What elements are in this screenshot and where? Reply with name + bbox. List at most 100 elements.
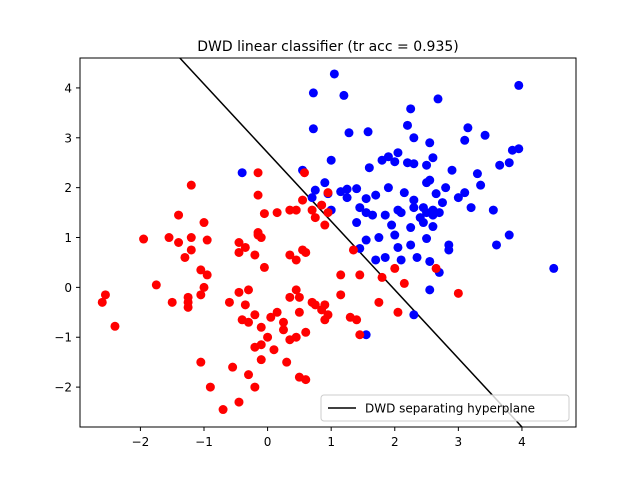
x-tick-label: −2 [132,435,150,449]
red-point [263,332,273,342]
blue-point [308,88,318,98]
red-point [167,297,177,307]
blue-point [329,69,339,79]
red-point [234,238,244,247]
blue-point [342,193,352,203]
red-point [259,209,269,219]
blue-point [393,242,403,252]
red-point [151,280,161,290]
blue-point [428,153,438,163]
red-point [348,245,358,255]
blue-point [361,235,371,245]
red-point [291,255,301,265]
red-point [234,247,244,257]
red-point [285,292,295,302]
red-point [307,205,317,215]
red-point [253,168,263,178]
blue-point [393,148,403,158]
blue-point [409,203,419,213]
x-tick-label: 1 [327,435,335,449]
blue-point [472,169,482,179]
blue-point [383,183,393,193]
blue-point [406,240,416,250]
blue-point [433,94,443,104]
blue-point [380,210,390,220]
red-point [269,345,279,355]
blue-point [492,240,502,250]
blue-point [476,180,486,190]
blue-point [504,230,514,240]
red-point [139,234,149,244]
red-point [256,322,266,332]
red-point [228,362,238,372]
red-point [240,300,250,310]
red-point [291,285,301,295]
blue-point [434,208,444,218]
red-point [234,397,244,407]
red-point [202,270,212,280]
red-point [336,270,346,280]
red-point [278,317,288,327]
x-tick-label: −1 [195,435,213,449]
blue-point [409,310,419,320]
red-point [224,297,234,307]
red-point [317,200,327,210]
red-point [180,252,190,262]
red-point [196,290,206,300]
red-point [323,188,333,198]
blue-point [387,220,397,230]
y-tick-label: 4 [64,81,72,95]
y-tick-label: 2 [64,181,72,195]
blue-point [308,124,318,134]
hyperplane-line [179,58,523,427]
blue-point [368,210,378,220]
red-point [320,300,330,310]
red-point [234,287,244,297]
red-point [164,233,174,243]
blue-point [412,252,422,262]
blue-point [383,152,393,162]
blue-point [441,183,451,193]
red-point [393,307,403,317]
red-point [218,405,228,415]
blue-point [374,233,384,243]
blue-point [549,263,559,273]
blue-point [352,218,362,228]
blue-point [406,104,416,114]
red-point [174,210,184,220]
red-point [199,282,209,292]
blue-point [422,234,432,244]
blue-point [463,123,473,133]
blue-point [237,168,247,178]
legend-box [320,394,570,422]
red-point [250,310,260,320]
blue-point [409,195,419,205]
red-point [186,233,196,243]
red-point [199,218,209,228]
plot-frame [79,57,577,428]
blue-point [431,189,441,199]
hyperplane-layer [179,58,523,427]
blue-point [425,138,435,148]
blue-point [390,157,400,167]
blue-point [371,190,381,200]
blue-point [409,159,419,169]
y-tick-label: −2 [54,381,72,395]
red-point [250,342,260,352]
red-point [301,375,311,385]
red-point [301,327,311,337]
red-point [294,307,304,317]
red-point [374,297,384,307]
blue-point [447,165,457,175]
x-tick-label: 3 [455,435,463,449]
red-point [272,208,282,218]
red-point [310,300,320,310]
red-point [250,382,260,392]
red-point [110,321,120,331]
blue-point [495,160,505,170]
x-tick-label: 0 [264,435,272,449]
blue-point [396,208,406,218]
blue-point [422,160,432,170]
legend-label-hyperplane: DWD separating hyperplane [365,402,535,416]
blue-point [320,178,330,188]
